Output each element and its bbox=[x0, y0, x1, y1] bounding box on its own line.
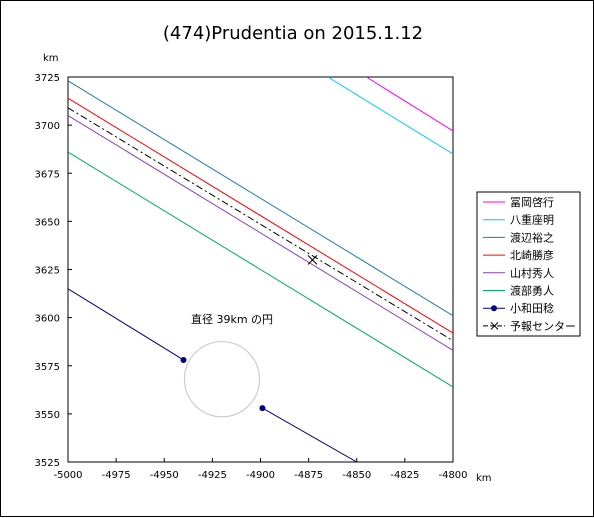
series-line-1 bbox=[366, 77, 453, 132]
series-line-7 bbox=[262, 407, 357, 462]
series-point bbox=[180, 356, 187, 363]
legend-box bbox=[476, 191, 581, 337]
series-line-8 bbox=[68, 107, 453, 342]
legend-label: 山村秀人 bbox=[510, 266, 554, 280]
series-line-7 bbox=[68, 288, 184, 361]
y-tick-label: 3675 bbox=[35, 169, 60, 180]
y-unit-label: km bbox=[43, 53, 59, 64]
axis-layer: -5000 -4975 -4950 -4925 -4900 -4875 -4850 -4825… bbox=[35, 73, 468, 481]
center-marker-stroke bbox=[307, 255, 318, 265]
legend-label: 北崎勝彦 bbox=[510, 248, 554, 262]
x-unit-label: km bbox=[476, 473, 492, 484]
y-tick-label: 3650 bbox=[35, 217, 60, 228]
legend-label: 冨岡啓行 bbox=[510, 195, 554, 209]
plot-layer bbox=[68, 77, 453, 462]
legend-label: 渡辺裕之 bbox=[510, 230, 554, 244]
chart-title: (474)Prudentia on 2015.1.12 bbox=[163, 23, 423, 44]
y-tick-label: 3600 bbox=[35, 314, 60, 325]
legend-marker bbox=[490, 322, 499, 330]
legend-label: 八重座明 bbox=[510, 213, 554, 227]
series-line-5 bbox=[68, 115, 453, 351]
y-tick-label: 3625 bbox=[35, 266, 60, 277]
y-tick-label: 3550 bbox=[35, 410, 60, 421]
x-tick-label: -4875 bbox=[294, 470, 323, 481]
legend-label: 渡部勇人 bbox=[510, 284, 554, 298]
y-tick-label: 3725 bbox=[35, 73, 60, 84]
legend-label: 予報センター bbox=[510, 320, 576, 333]
x-tick-label: -4825 bbox=[390, 470, 419, 481]
series-line-6 bbox=[68, 151, 453, 388]
x-tick-label: -4950 bbox=[150, 470, 179, 481]
series-line-4 bbox=[68, 97, 453, 334]
x-tick-label: -4850 bbox=[342, 470, 371, 481]
x-tick-label: -4975 bbox=[102, 470, 131, 481]
y-tick-label: 3575 bbox=[35, 362, 60, 373]
x-tick-label: -5000 bbox=[53, 470, 82, 481]
x-tick-label: -4925 bbox=[198, 470, 227, 481]
y-tick-label: 3525 bbox=[35, 458, 60, 469]
series-line-2 bbox=[327, 77, 453, 155]
x-tick-label: -4900 bbox=[246, 470, 275, 481]
y-tick-label: 3700 bbox=[35, 121, 60, 132]
series-point bbox=[259, 405, 266, 412]
size-circle bbox=[183, 341, 261, 418]
legend-label: 小和田稔 bbox=[510, 301, 554, 315]
circle-label: 直径 39km の円 bbox=[191, 312, 273, 326]
series-line-3 bbox=[68, 80, 453, 317]
legend-marker bbox=[491, 305, 497, 312]
x-tick-label: -4800 bbox=[438, 470, 467, 481]
